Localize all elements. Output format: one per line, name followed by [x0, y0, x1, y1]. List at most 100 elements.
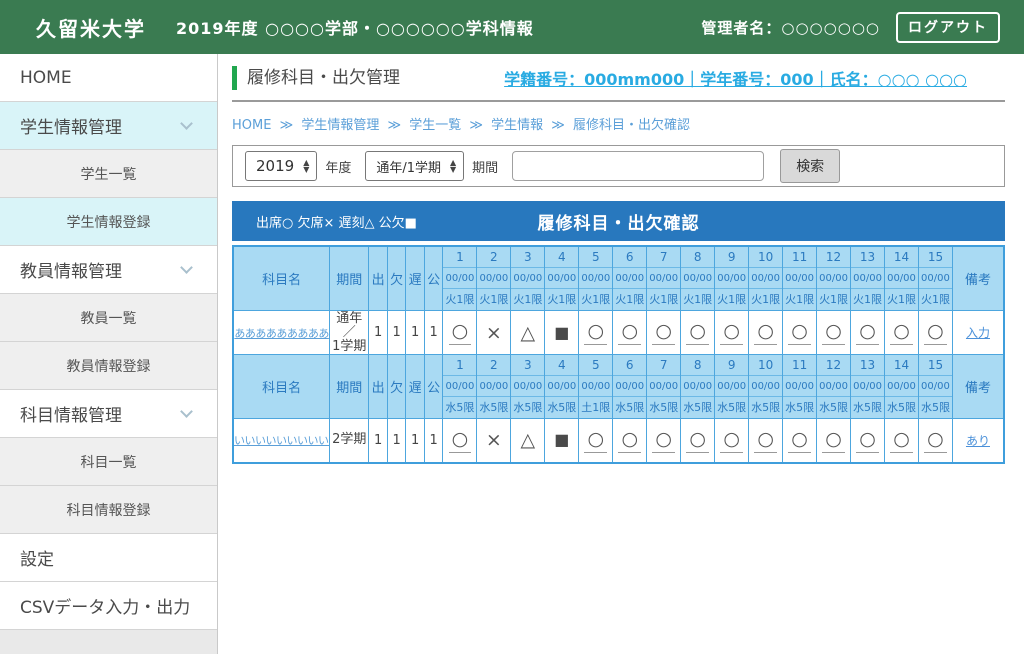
page-title: 履修科目・出欠管理	[232, 66, 400, 90]
sidebar-item-subject-info-register[interactable]: 科目情報登録	[0, 486, 217, 534]
session-slot: 火1限	[581, 293, 611, 306]
session-number: 12	[817, 356, 850, 376]
attendance-mark-circle[interactable]: ○	[618, 320, 642, 345]
period-cell: 2学期	[329, 418, 370, 463]
chevron-down-icon	[180, 260, 193, 274]
session-slot: 水5限	[479, 401, 509, 414]
sidebar-item-teacher-list[interactable]: 教員一覧	[0, 294, 217, 342]
sidebar-item-subject-list[interactable]: 科目一覧	[0, 438, 217, 486]
subject-link[interactable]: いいいいいいいいいい	[234, 434, 330, 448]
attendance-mark-circle[interactable]: ○	[856, 428, 879, 453]
attendance-mark-circle[interactable]: ○	[584, 428, 608, 453]
breadcrumb-link[interactable]: 学生情報管理	[301, 118, 380, 133]
attendance-mark-cross: ×	[485, 321, 502, 344]
column-header-count: 遅	[405, 245, 425, 311]
table-row: あああああああああ 通年／ 1学期 1 1 1 1 ○ × △ ■ ○ ○ ○ ○ ○ ○ ○ ○ ○ ○ ○ 入力	[232, 310, 1005, 355]
attendance-mark-circle[interactable]: ○	[448, 428, 472, 453]
sidebar-item-settings[interactable]: 設定	[0, 534, 217, 582]
column-header-session: 15 00/00 水5限	[917, 354, 953, 419]
breadcrumb-link[interactable]: 学生一覧	[409, 118, 462, 133]
session-slot: 水5限	[920, 401, 950, 414]
student-info-link[interactable]: 学籍番号：000mm000｜学年番号：000｜氏名：○○○ ○○○	[504, 70, 967, 89]
attendance-mark-circle[interactable]: ○	[924, 428, 947, 453]
breadcrumb-link[interactable]: HOME	[232, 118, 272, 133]
attendance-mark-circle[interactable]: ○	[890, 320, 913, 345]
mark-cell: △	[510, 418, 546, 463]
sidebar-item-subject-info-management[interactable]: 科目情報管理	[0, 390, 217, 438]
session-slot: 水5限	[887, 401, 916, 414]
sidebar-item-student-list[interactable]: 学生一覧	[0, 150, 217, 198]
attendance-mark-circle[interactable]: ○	[686, 428, 709, 453]
attendance-mark-circle[interactable]: ○	[856, 320, 879, 345]
breadcrumb-link[interactable]: 学生情報	[491, 118, 544, 133]
attendance-mark-circle[interactable]: ○	[754, 320, 777, 345]
breadcrumb-link[interactable]: 履修科目・出欠確認	[573, 118, 691, 133]
session-number: 3	[511, 247, 544, 268]
session-number: 12	[817, 247, 850, 268]
attendance-mark-circle[interactable]: ○	[788, 320, 811, 345]
session-number: 7	[647, 356, 680, 376]
search-button[interactable]: 検索	[780, 149, 841, 183]
session-date: 00/00	[477, 268, 510, 289]
count-cell: 1	[386, 418, 407, 463]
session-number: 1	[443, 247, 476, 268]
period-search-input[interactable]	[512, 151, 765, 181]
attendance-mark-circle[interactable]: ○	[822, 320, 845, 345]
attendance-mark-circle[interactable]: ○	[890, 428, 913, 453]
session-date: 00/00	[851, 268, 884, 289]
attendance-mark-circle[interactable]: ○	[924, 320, 947, 345]
attendance-mark-circle[interactable]: ○	[822, 428, 845, 453]
column-header-session: 9 00/00 水5限	[714, 354, 750, 419]
attendance-mark-square: ■	[554, 430, 570, 450]
session-number: 10	[749, 356, 782, 376]
attendance-mark-circle[interactable]: ○	[720, 320, 743, 345]
attendance-mark-circle[interactable]: ○	[788, 428, 811, 453]
session-slot: 火1限	[920, 293, 950, 306]
session-slot: 火1限	[785, 293, 815, 306]
logout-button[interactable]: ログアウト	[896, 11, 1000, 43]
column-header-session: 15 00/00 火1限	[917, 245, 953, 311]
column-header-session: 12 00/00 水5限	[816, 354, 852, 419]
session-slot: 水5限	[445, 401, 475, 414]
sidebar-item-student-info-management[interactable]: 学生情報管理	[0, 102, 217, 150]
attendance-mark-circle[interactable]: ○	[652, 320, 676, 345]
year-select[interactable]: 2019 ▲ ▼	[245, 151, 318, 181]
column-header-session: 8 00/00 水5限	[680, 354, 716, 419]
sidebar-item-home[interactable]: HOME	[0, 54, 217, 102]
session-date: 00/00	[681, 268, 714, 289]
session-slot: 水5限	[819, 401, 849, 414]
note-link[interactable]: あり	[965, 433, 990, 448]
note-link[interactable]: 入力	[965, 326, 990, 340]
column-header-session: 14 00/00 水5限	[884, 354, 919, 419]
attendance-mark-circle[interactable]: ○	[618, 428, 642, 453]
mark-cell: ○	[714, 418, 750, 463]
column-header-session: 13 00/00 火1限	[850, 245, 886, 311]
session-date: 00/00	[715, 376, 748, 397]
subject-link[interactable]: あああああああああ	[234, 326, 329, 340]
attendance-mark-circle[interactable]: ○	[754, 428, 777, 453]
sidebar-item-teacher-info-management[interactable]: 教員情報管理	[0, 246, 217, 294]
session-number: 6	[613, 247, 646, 268]
sidebar-item-label: CSVデータ入力・出力	[20, 598, 191, 618]
column-header-note: 備考	[951, 354, 1005, 419]
column-header-session: 3 00/00 火1限	[510, 245, 546, 311]
attendance-mark-circle[interactable]: ○	[686, 320, 709, 345]
attendance-mark-circle[interactable]: ○	[584, 320, 608, 345]
column-header-count: 公	[423, 354, 444, 419]
sidebar-item-student-info-register[interactable]: 学生情報登録	[0, 198, 217, 246]
column-header-period: 期間	[329, 245, 370, 311]
column-header-session: 4 00/00 火1限	[544, 245, 580, 311]
term-select-value: 通年/1学期	[376, 160, 442, 176]
attendance-mark-circle[interactable]: ○	[720, 428, 743, 453]
attendance-mark-circle[interactable]: ○	[652, 428, 676, 453]
top-header: 久留米大学 2019年度 ○○○○学部・○○○○○○学科情報 管理者名：○○○○…	[0, 0, 1024, 54]
sidebar-item-label: HOME	[20, 67, 72, 88]
mark-cell: ○	[442, 418, 478, 463]
sidebar-item-label: 学生情報登録	[66, 214, 151, 231]
column-header-session: 1 00/00 火1限	[442, 245, 478, 311]
sidebar-item-csv-data-io[interactable]: CSVデータ入力・出力	[0, 582, 217, 630]
attendance-mark-circle[interactable]: ○	[448, 320, 472, 345]
sidebar-item-teacher-info-register[interactable]: 教員情報登録	[0, 342, 217, 390]
term-select[interactable]: 通年/1学期 ▲ ▼	[365, 151, 465, 181]
column-header-session: 6 00/00 火1限	[612, 245, 648, 311]
